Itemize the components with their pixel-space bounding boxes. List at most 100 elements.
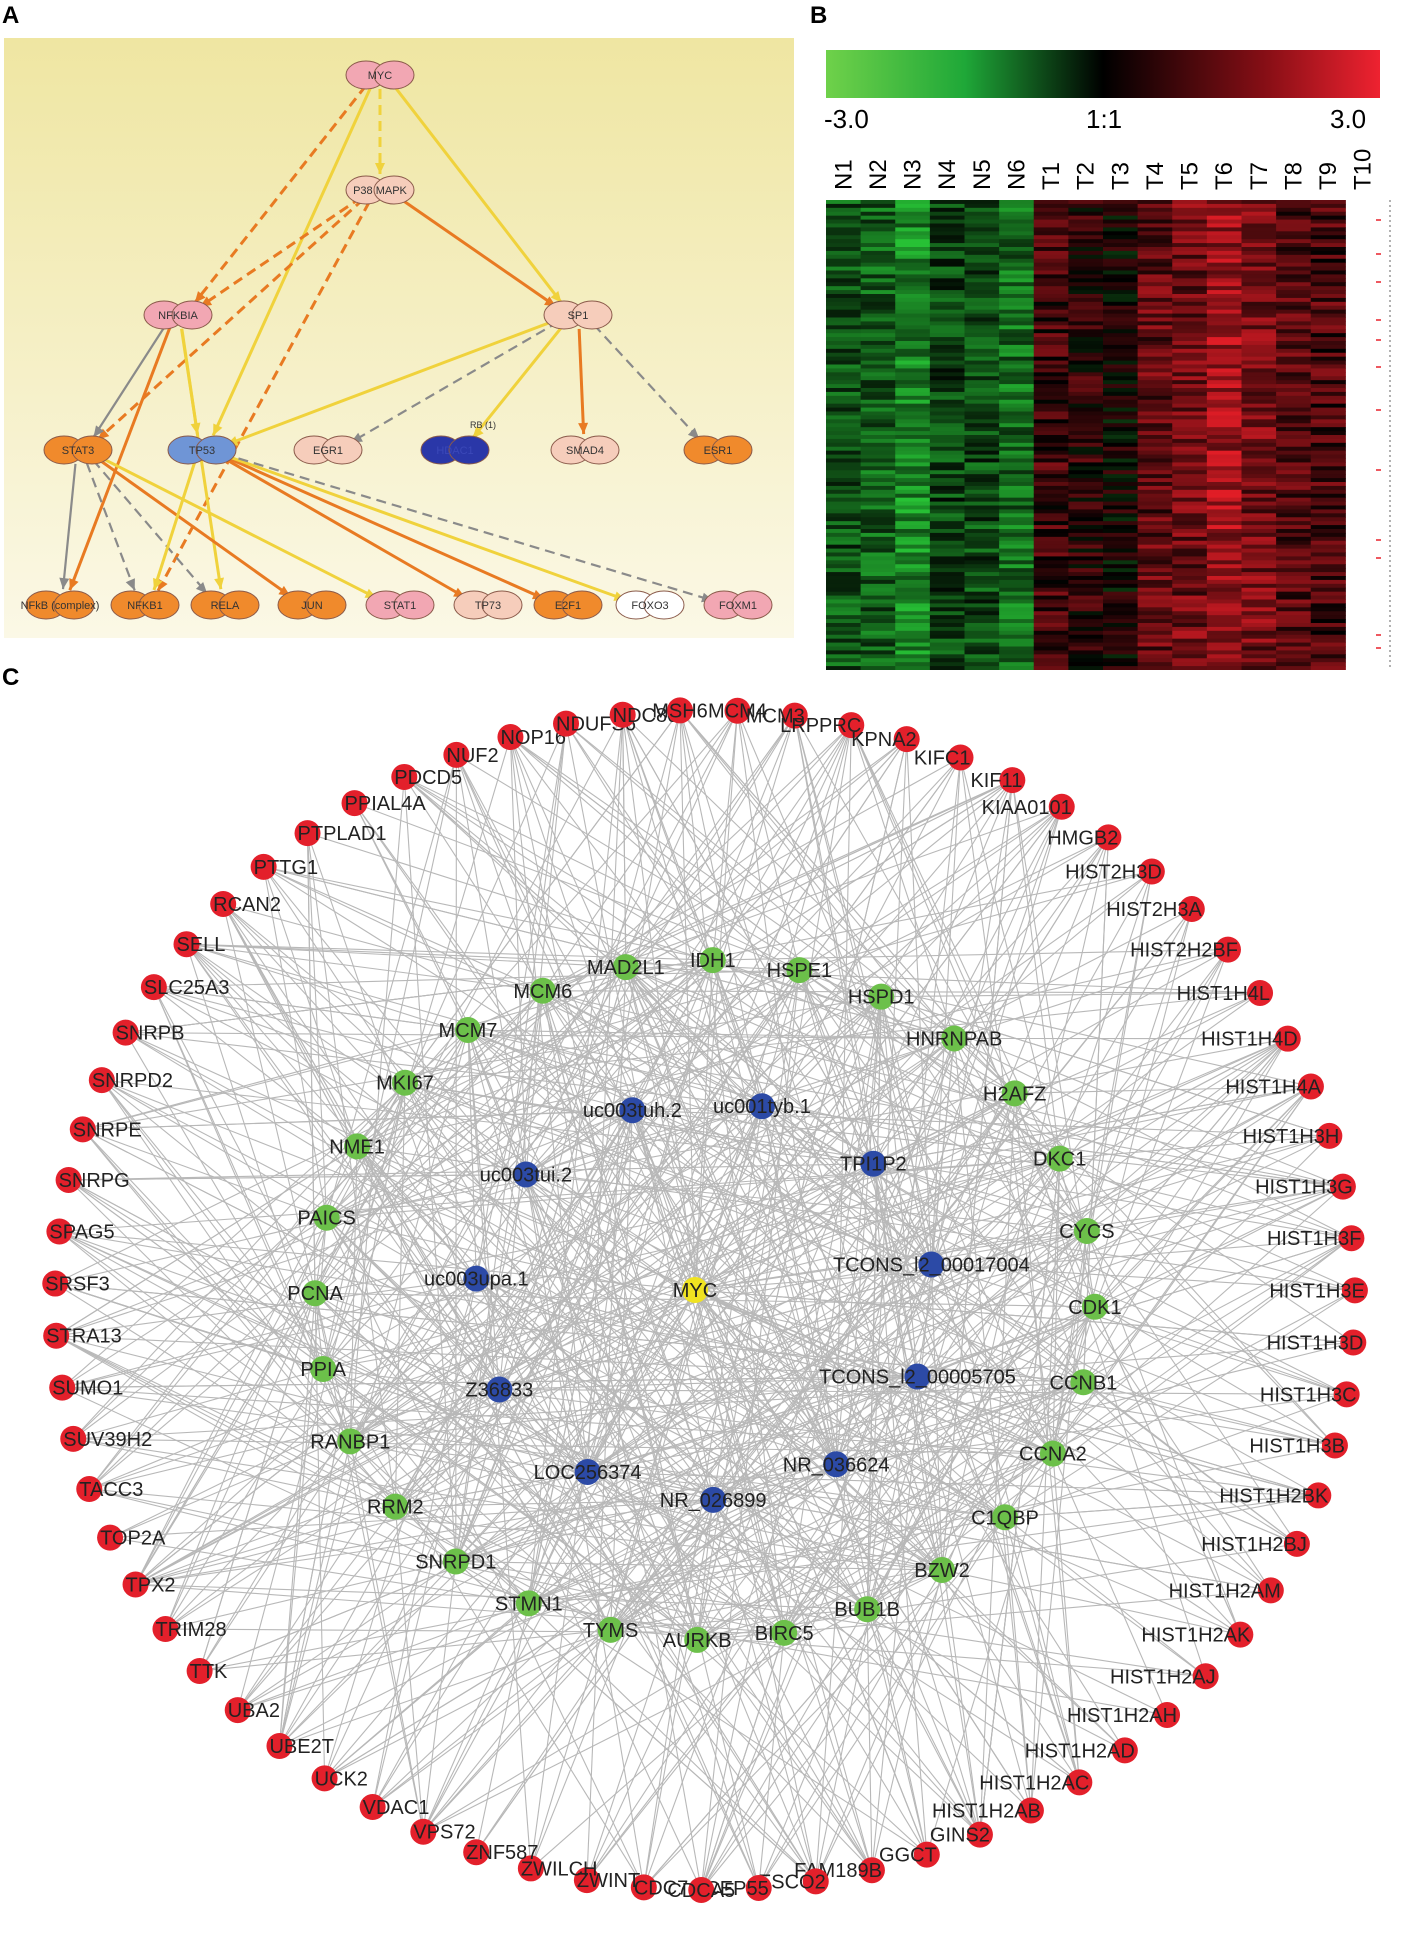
heatmap-cell — [965, 451, 1000, 455]
heatmap-cell — [861, 517, 896, 521]
heatmap-cell — [999, 415, 1034, 419]
heatmap-cell — [965, 623, 1000, 627]
heatmap-cell — [1103, 568, 1138, 572]
network-node-paics: PAICS — [297, 1205, 356, 1231]
network-node-ppia: PPIA — [300, 1356, 346, 1382]
heatmap-cell — [1276, 427, 1311, 431]
heatmap-cell — [1172, 611, 1207, 615]
heatmap-cell — [999, 443, 1034, 447]
network-node-label: NME1 — [329, 1136, 385, 1158]
heatmap-cell — [1207, 525, 1242, 529]
heatmap-cell — [1068, 545, 1103, 549]
heatmap-cell — [1068, 368, 1103, 372]
heatmap-cell — [965, 643, 1000, 647]
network-node-hist1h3h: HIST1H3H — [1243, 1123, 1343, 1149]
heatmap-cell — [999, 537, 1034, 541]
heatmap-cell — [1103, 384, 1138, 388]
heatmap-cell — [895, 545, 930, 549]
heatmap-cell — [895, 427, 930, 431]
heatmap-cell — [1068, 302, 1103, 306]
heatmap-cell — [1207, 216, 1242, 220]
heatmap-cell — [1207, 357, 1242, 361]
network-node-loc256374: LOC256374 — [534, 1459, 642, 1485]
heatmap-cell — [1103, 435, 1138, 439]
heatmap-cell — [1138, 439, 1173, 443]
heatmap-cell — [1172, 423, 1207, 427]
heatmap-cell — [965, 466, 1000, 470]
heatmap-cell — [1172, 286, 1207, 290]
heatmap-cell — [1172, 388, 1207, 392]
heatmap-cell — [861, 216, 896, 220]
heatmap-cell — [1207, 251, 1242, 255]
heatmap-cell — [1242, 353, 1277, 357]
heatmap-cell — [1103, 282, 1138, 286]
heatmap-cell — [1138, 478, 1173, 482]
heatmap-cell — [1138, 314, 1173, 318]
network-node-label: HIST1H2AJ — [1110, 1666, 1216, 1688]
heatmap-cell — [965, 314, 1000, 318]
heatmap-cell — [1242, 208, 1277, 212]
heatmap-cell — [965, 204, 1000, 208]
heatmap-cell — [1138, 400, 1173, 404]
heatmap-cell — [999, 243, 1034, 247]
heatmap-cell — [895, 658, 930, 662]
network-node-label: IDH1 — [690, 950, 736, 972]
heatmap-cell — [1138, 204, 1173, 208]
heatmap-cell — [1103, 556, 1138, 560]
heatmap-cell — [895, 443, 930, 447]
heatmap-cell — [1172, 459, 1207, 463]
network-node-srsf3: SRSF3 — [42, 1271, 109, 1297]
heatmap-cell — [1103, 521, 1138, 525]
heatmap-cell — [1242, 384, 1277, 388]
heatmap-cell — [1068, 466, 1103, 470]
heatmap-cell — [930, 200, 965, 204]
heatmap-cell — [1242, 435, 1277, 439]
heatmap-cell — [1172, 627, 1207, 631]
network-node-label: HIST1H2AC — [979, 1772, 1089, 1794]
heatmap-cell — [930, 647, 965, 651]
heatmap-cell — [1068, 513, 1103, 517]
heatmap-cell — [999, 521, 1034, 525]
heatmap-cell — [1034, 259, 1069, 263]
heatmap-cell — [861, 329, 896, 333]
heatmap-cell — [895, 282, 930, 286]
heatmap-cell — [1138, 502, 1173, 506]
heatmap-cell — [1103, 560, 1138, 564]
heatmap-cell — [1242, 267, 1277, 271]
heatmap-cell — [1138, 408, 1173, 412]
heatmap-cell — [895, 537, 930, 541]
heatmap-cell — [1068, 459, 1103, 463]
heatmap-cell — [1276, 415, 1311, 419]
heatmap-cell — [1034, 345, 1069, 349]
heatmap-cell — [1068, 596, 1103, 600]
heatmap-cell — [1311, 408, 1346, 412]
pathway-node-esr1: ESR1 — [684, 436, 752, 464]
heatmap-cell — [999, 619, 1034, 623]
heatmap-cell — [1311, 623, 1346, 627]
heatmap-cell — [930, 365, 965, 369]
heatmap-cell — [1068, 576, 1103, 580]
heatmap-cell — [1207, 298, 1242, 302]
heatmap-cell — [1242, 455, 1277, 459]
heatmap-cell — [861, 368, 896, 372]
heatmap-cell — [826, 204, 861, 208]
heatmap-cell — [1276, 474, 1311, 478]
network-node-label: RCAN2 — [213, 894, 281, 916]
heatmap-cell — [1172, 259, 1207, 263]
heatmap-cell — [930, 408, 965, 412]
heatmap-cell — [999, 325, 1034, 329]
heatmap-cell — [861, 611, 896, 615]
heatmap-cell — [826, 596, 861, 600]
heatmap-cell — [1276, 619, 1311, 623]
network-node-label: UBE2T — [269, 1736, 333, 1758]
heatmap-cell — [1034, 380, 1069, 384]
network-node-label: TTK — [190, 1661, 228, 1683]
network-node-hist2h2bf: HIST2H2BF — [1130, 937, 1241, 963]
heatmap-cell — [1034, 224, 1069, 228]
heatmap-cell — [1311, 474, 1346, 478]
heatmap-cell — [1103, 537, 1138, 541]
heatmap-cell — [1103, 513, 1138, 517]
heatmap-cell — [1207, 576, 1242, 580]
heatmap-cell — [1276, 243, 1311, 247]
heatmap-cell — [1276, 600, 1311, 604]
